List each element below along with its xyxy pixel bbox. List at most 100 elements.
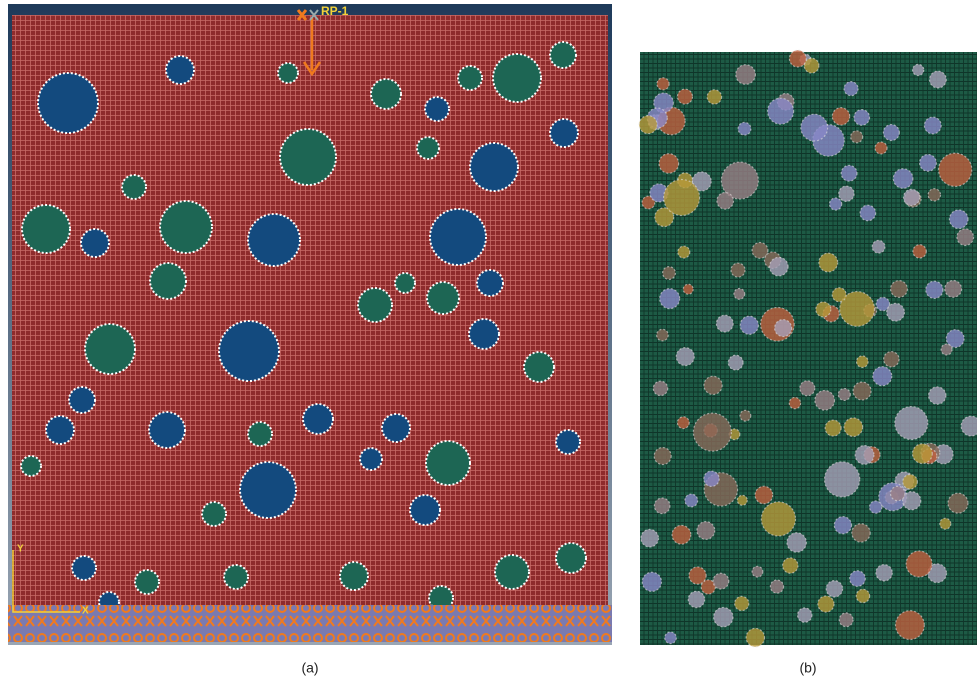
aggregate xyxy=(81,229,109,257)
aggregate xyxy=(685,494,698,507)
aggregate xyxy=(556,543,586,573)
aggregate xyxy=(303,404,333,434)
aggregate xyxy=(678,246,690,258)
aggregate xyxy=(844,418,863,437)
aggregate xyxy=(834,517,851,534)
aggregate xyxy=(470,143,518,191)
aggregate xyxy=(818,596,834,612)
aggregate xyxy=(752,566,763,577)
aggregate xyxy=(789,50,806,67)
aggregate xyxy=(693,413,731,451)
aggregate xyxy=(801,114,828,141)
aggregate xyxy=(891,281,908,298)
aggregate xyxy=(816,302,831,317)
aggregate xyxy=(939,153,972,186)
aggregate xyxy=(550,42,576,68)
aggregate xyxy=(949,210,968,229)
aggregate xyxy=(683,284,693,294)
aggregate xyxy=(160,201,212,253)
aggregate xyxy=(841,165,857,181)
aggregate xyxy=(945,280,962,297)
aggregate xyxy=(891,486,905,500)
aggregate xyxy=(427,282,459,314)
aggregate xyxy=(876,565,892,581)
aggregate xyxy=(280,129,336,185)
aggregate xyxy=(166,56,194,84)
aggregate xyxy=(664,180,700,216)
aggregate xyxy=(657,78,669,90)
aggregate xyxy=(825,462,860,497)
aggregate xyxy=(851,131,863,143)
panel-b xyxy=(639,50,977,647)
aggregate xyxy=(38,73,98,133)
aggregate xyxy=(248,422,272,446)
aggregate xyxy=(746,628,764,646)
reference-point-label: RP-1 xyxy=(321,4,349,18)
aggregate xyxy=(948,493,968,513)
aggregate xyxy=(688,591,704,607)
aggregate xyxy=(707,90,721,104)
aggregate xyxy=(122,175,146,199)
aggregate xyxy=(736,65,756,85)
aggregate xyxy=(469,319,499,349)
aggregate xyxy=(340,562,368,590)
aggregate xyxy=(896,611,925,640)
aggregate xyxy=(665,632,677,644)
aggregate xyxy=(704,376,722,394)
aggregate xyxy=(716,315,733,332)
aggregate xyxy=(21,456,41,476)
aggregate xyxy=(410,495,440,525)
axis-x-label: X xyxy=(82,606,89,617)
aggregate xyxy=(69,387,95,413)
aggregate xyxy=(734,288,745,299)
aggregate xyxy=(860,205,876,221)
aggregate xyxy=(430,209,486,265)
boundary-conditions xyxy=(8,605,612,642)
aggregate xyxy=(135,570,159,594)
aggregate xyxy=(826,581,842,597)
aggregate xyxy=(697,522,715,540)
aggregate xyxy=(856,589,869,602)
aggregate xyxy=(46,416,74,444)
aggregate xyxy=(887,303,905,321)
aggregate xyxy=(903,474,918,489)
figure: RP-1 Y X (a) (b) xyxy=(0,0,977,686)
aggregate xyxy=(838,388,850,400)
aggregate xyxy=(714,607,733,626)
aggregate xyxy=(906,551,932,577)
aggregate xyxy=(853,382,871,400)
aggregate xyxy=(689,567,706,584)
panel-label: (b) xyxy=(799,660,816,676)
aggregate xyxy=(556,430,580,454)
aggregate xyxy=(371,79,401,109)
aggregate xyxy=(663,267,676,280)
aggregate xyxy=(869,501,881,513)
aggregate xyxy=(72,556,96,580)
aggregate xyxy=(740,316,758,334)
aggregate xyxy=(495,555,529,589)
panel-a xyxy=(8,4,612,645)
aggregate xyxy=(358,288,392,322)
aggregate xyxy=(884,352,899,367)
aggregate xyxy=(728,355,743,370)
aggregate xyxy=(677,417,689,429)
aggregate xyxy=(150,263,186,299)
aggregate xyxy=(857,356,869,368)
aggregate xyxy=(524,352,554,382)
aggregate xyxy=(717,193,734,210)
aggregate xyxy=(704,471,719,486)
aggregate xyxy=(550,119,578,147)
aggregate xyxy=(659,154,679,174)
aggregate xyxy=(873,367,892,386)
aggregate xyxy=(737,495,747,505)
aggregate xyxy=(382,414,410,442)
aggregate xyxy=(839,613,853,627)
aggregate xyxy=(957,229,974,246)
aggregate xyxy=(654,498,670,514)
aggregate xyxy=(928,189,940,201)
aggregate xyxy=(844,82,858,96)
mesh xyxy=(12,15,608,627)
aggregate xyxy=(735,596,749,610)
aggregate xyxy=(248,214,300,266)
aggregate xyxy=(202,502,226,526)
